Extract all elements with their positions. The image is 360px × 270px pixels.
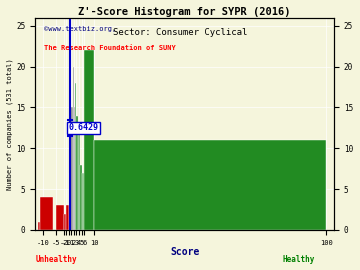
Bar bbox=[82, 173, 83, 230]
Bar bbox=[71, 107, 73, 230]
Text: Unhealthy: Unhealthy bbox=[35, 255, 77, 264]
Bar bbox=[63, 214, 66, 230]
Bar bbox=[40, 197, 53, 230]
Text: Healthy: Healthy bbox=[282, 255, 314, 264]
Bar bbox=[76, 116, 78, 230]
Bar bbox=[83, 173, 84, 230]
Bar bbox=[56, 205, 63, 230]
Bar bbox=[38, 222, 40, 230]
Bar bbox=[66, 205, 69, 230]
Text: The Research Foundation of SUNY: The Research Foundation of SUNY bbox=[44, 45, 176, 51]
Bar bbox=[78, 124, 79, 230]
Bar bbox=[70, 99, 71, 230]
Bar bbox=[69, 173, 70, 230]
Bar bbox=[80, 165, 82, 230]
X-axis label: Score: Score bbox=[170, 247, 199, 257]
Bar bbox=[74, 107, 75, 230]
Text: 0.6429: 0.6429 bbox=[68, 123, 98, 132]
Bar bbox=[73, 67, 74, 230]
Bar bbox=[94, 140, 327, 230]
Y-axis label: Number of companies (531 total): Number of companies (531 total) bbox=[7, 58, 13, 190]
Bar bbox=[84, 50, 94, 230]
Text: ©www.textbiz.org,: ©www.textbiz.org, bbox=[44, 26, 116, 32]
Bar bbox=[79, 132, 80, 230]
Bar bbox=[75, 83, 76, 230]
Title: Z'-Score Histogram for SYPR (2016): Z'-Score Histogram for SYPR (2016) bbox=[78, 7, 291, 17]
Text: Sector: Consumer Cyclical: Sector: Consumer Cyclical bbox=[113, 28, 247, 37]
